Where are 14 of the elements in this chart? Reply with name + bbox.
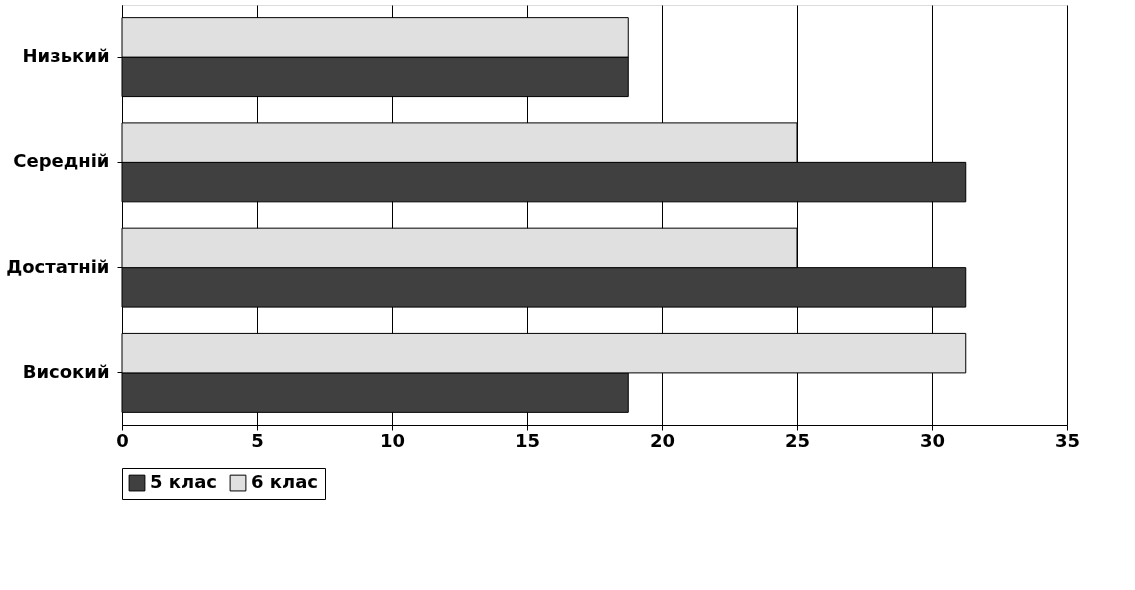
y-tick-label: Низький [22,45,110,67]
x-tick-label: 25 [784,429,811,451]
x-tick-label: 10 [379,429,406,451]
y-tick-label: Середній [13,150,110,172]
x-tick-label: 0 [116,429,129,451]
x-tick-label: 35 [1054,429,1081,451]
y-tick-label: Достатній [6,255,110,277]
legend-label: 6 клас [251,471,319,493]
legend-label: 5 клас [150,471,218,493]
x-tick-label: 30 [919,429,946,451]
y-tick-label: Високий [22,360,110,382]
x-tick-label: 15 [514,429,541,451]
x-tick-label: 20 [649,429,676,451]
x-tick-label: 5 [251,429,264,451]
